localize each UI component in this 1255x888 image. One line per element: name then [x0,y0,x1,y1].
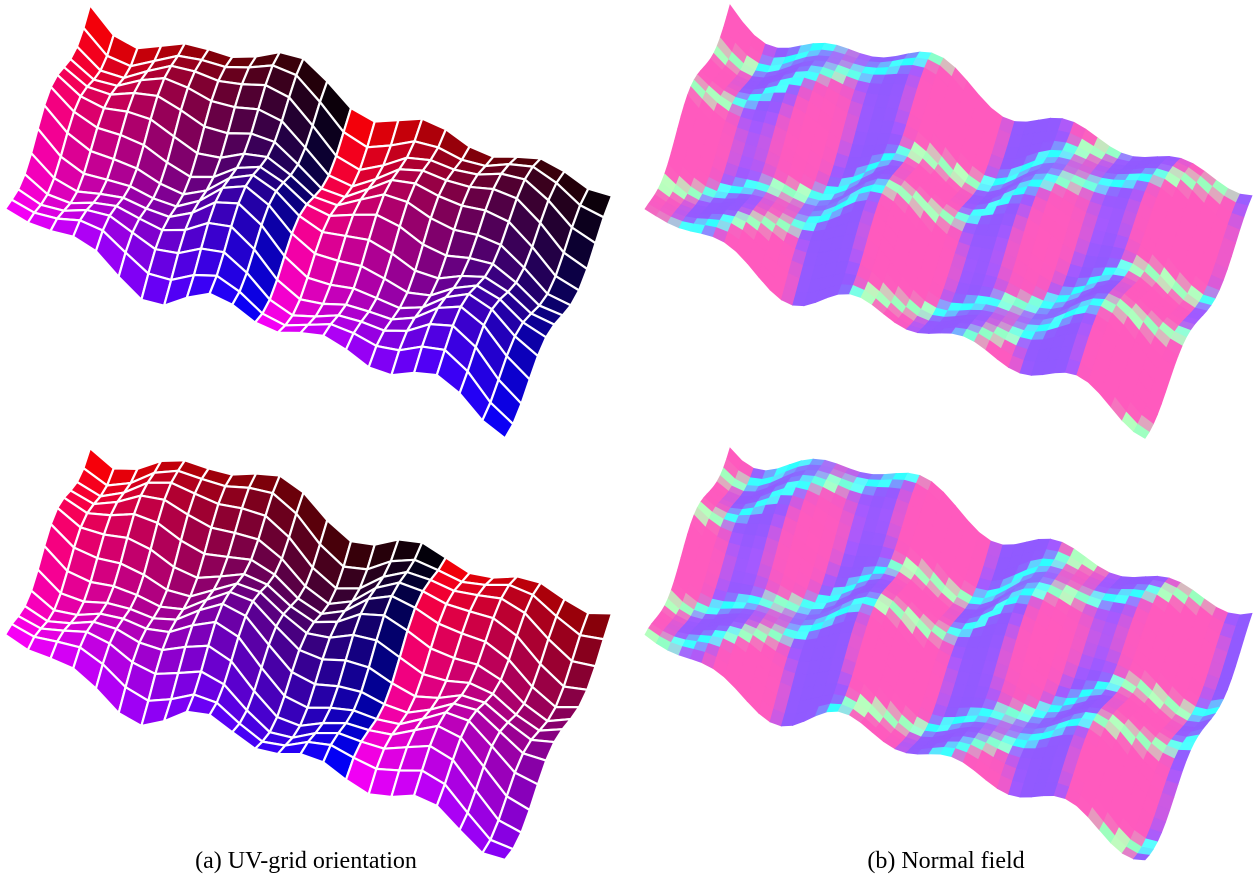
normal-surface [645,5,1252,438]
page: (a) UV-grid orientation (b) Normal field… [0,0,1255,888]
figure: (a) UV-grid orientation (b) Normal field [0,0,1255,888]
surfaces [5,5,1252,860]
uv-surface [5,5,612,438]
normal-surface [645,448,1252,860]
caption-a: (a) UV-grid orientation [195,848,417,874]
uv-surface [5,448,612,860]
caption-b: (b) Normal field [867,848,1024,874]
